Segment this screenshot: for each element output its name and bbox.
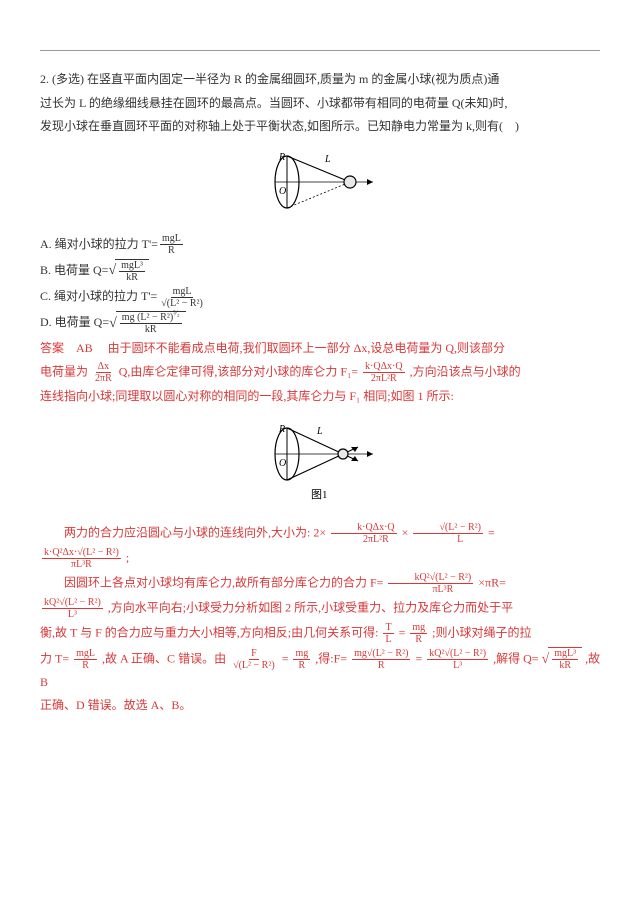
fig2-caption: 图1 bbox=[311, 488, 328, 501]
optA-prefix: A. 绳对小球的拉力 T'= bbox=[40, 234, 158, 256]
answer-line9: 力 T= mgLR ,故 A 正确、C 错误。由 F√(L² − R²) = m… bbox=[40, 647, 600, 694]
answer-line1: 答案 AB 由于圆环不能看成点电荷,我们取圆环上一部分 Δx,设总电荷量为 Q,… bbox=[40, 338, 600, 360]
option-A: A. 绳对小球的拉力 T'= mgL R bbox=[40, 233, 600, 256]
figure-1-svg: R L O bbox=[255, 146, 385, 218]
question-line1: 2. (多选) 在竖直平面内固定一半径为 R 的金属细圆环,质量为 m 的金属小… bbox=[40, 69, 600, 91]
fig1-label-L: L bbox=[324, 154, 331, 165]
option-D: D. 电荷量 Q= √ mg (L² − R²)³⁄₂ kR bbox=[40, 311, 600, 336]
optD-prefix: D. 电荷量 Q= bbox=[40, 312, 109, 334]
answer-line2: 电荷量为 Δx2πR Q,由库仑定律可得,该部分对小球的库仑力 F₁= k·QΔ… bbox=[40, 361, 600, 384]
answer-line6: 因圆环上各点对小球均有库仑力,故所有部分库仑力的合力 F= kQ²√(L² − … bbox=[40, 572, 600, 595]
answer-line7: kQ²√(L² − R²)L³ ,方向水平向右;小球受力分析如图 2 所示,小球… bbox=[40, 597, 600, 620]
figure-1: R L O bbox=[40, 146, 600, 226]
answer-label: 答案 AB bbox=[40, 341, 93, 355]
svg-text:L: L bbox=[316, 426, 323, 437]
option-C: C. 绳对小球的拉力 T'= mgL √(L² − R²) bbox=[40, 286, 600, 309]
question-line3: 发现小球在垂直圆环平面的对称轴上处于平衡状态,如图所示。已知静电力常量为 k,则… bbox=[40, 116, 600, 138]
optC-frac: mgL √(L² − R²) bbox=[159, 286, 205, 309]
optB-prefix: B. 电荷量 Q= bbox=[40, 260, 108, 282]
svg-text:O: O bbox=[279, 458, 286, 469]
svg-text:R: R bbox=[278, 424, 285, 435]
figure-2-svg: R L O 图1 bbox=[255, 416, 385, 506]
answer-line3: 连线指向小球;同理取以圆心对称的相同的一段,其库仑力与 F₁ 相同;如图 1 所… bbox=[40, 386, 600, 408]
figure-2: R L O 图1 bbox=[40, 416, 600, 514]
question-line2: 过长为 L 的绝缘细线悬挂在圆环的最高点。当圆环、小球都带有相同的电荷量 Q(未… bbox=[40, 93, 600, 115]
q-tag: (多选) bbox=[52, 72, 84, 86]
answer-line5: k·Q²Δx·√(L² − R²)πL³R ; bbox=[40, 547, 600, 570]
optD-sqrt: √ mg (L² − R²)³⁄₂ kR bbox=[109, 311, 186, 336]
answer-line4: 两力的合力应沿圆心与小球的连线向外,大小为: 2× k·QΔx·Q2πL²R ×… bbox=[40, 522, 600, 545]
optA-frac: mgL R bbox=[160, 233, 183, 256]
fig1-label-O: O bbox=[279, 186, 286, 197]
top-rule bbox=[40, 50, 600, 51]
fig1-label-R: R bbox=[278, 152, 285, 163]
q-number: 2. bbox=[40, 72, 49, 86]
optC-prefix: C. 绳对小球的拉力 T'= bbox=[40, 286, 157, 308]
answer-line10: 正确、D 错误。故选 A、B。 bbox=[40, 695, 600, 717]
q-text1: 在竖直平面内固定一半径为 R 的金属细圆环,质量为 m 的金属小球(视为质点)通 bbox=[87, 72, 499, 86]
option-B: B. 电荷量 Q= √ mgL³ kR bbox=[40, 258, 600, 283]
answer-line8: 衡,故 T 与 F 的合力应与重力大小相等,方向相反;由几何关系可得: TL =… bbox=[40, 622, 600, 645]
optB-sqrt: √ mgL³ kR bbox=[108, 258, 149, 283]
